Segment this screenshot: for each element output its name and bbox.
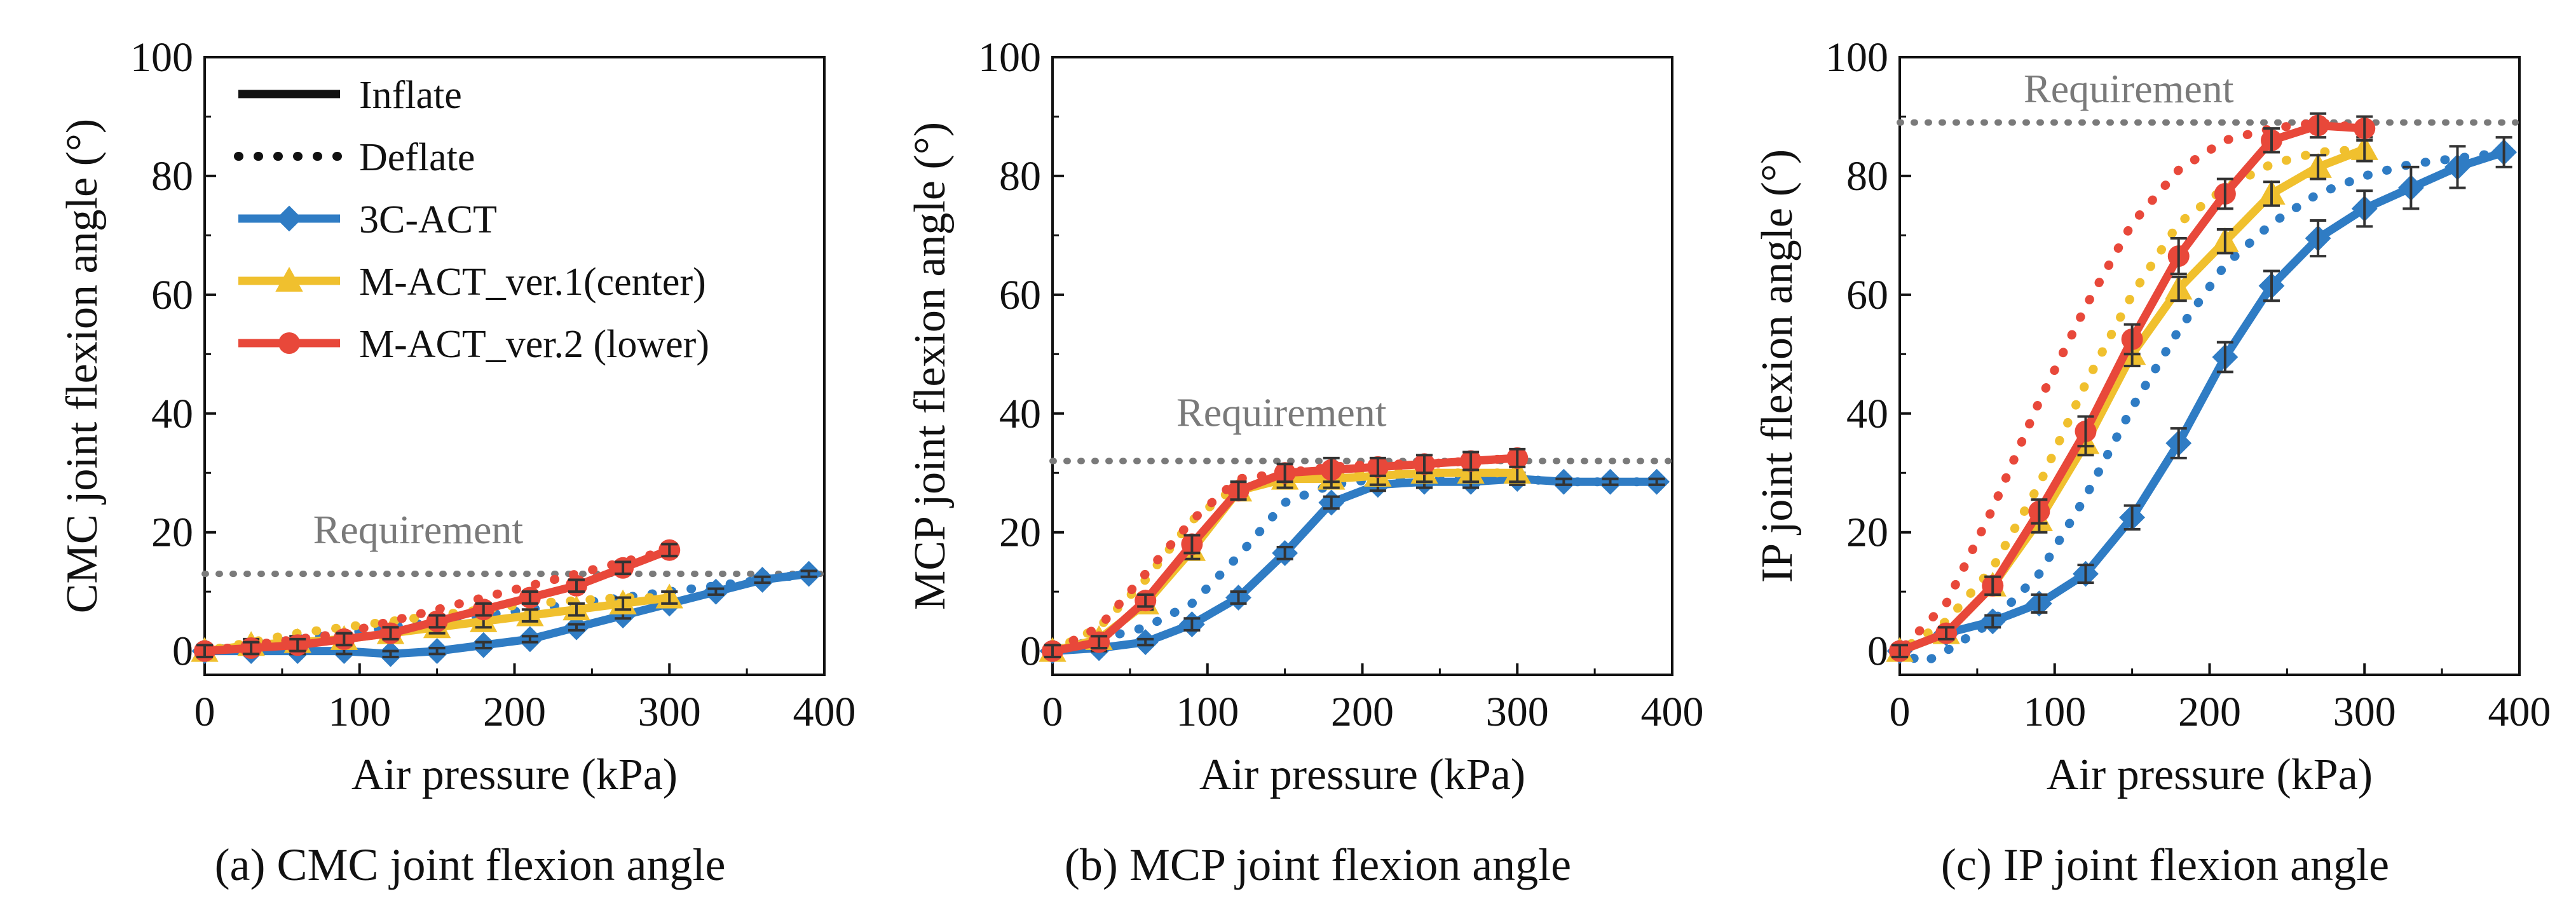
y-tick-label: 60: [1846, 272, 1888, 318]
x-axis-label-c: Air pressure (kPa): [2047, 750, 2373, 799]
deflate-line: [1048, 474, 1661, 656]
x-axis-label-b: Air pressure (kPa): [1199, 750, 1525, 799]
x-tick-label: 300: [638, 689, 701, 735]
x-tick-label: 200: [1331, 689, 1394, 735]
y-tick-label: 100: [1825, 34, 1888, 81]
panel-b-mcp: 0 100 200 300 400 0 20 40 60 80 100 Air pressure (…: [906, 34, 1704, 890]
series-s3c: [1039, 466, 1670, 665]
legend-item-deflate: Deflate: [234, 136, 475, 179]
circle-marker: [278, 332, 300, 354]
legend-label: Inflate: [359, 74, 462, 117]
plot-area-a: 0 100 200 300 400 0 20 40 60 80 100: [130, 34, 856, 735]
x-tick-label: 400: [1641, 689, 1704, 735]
y-tick-label: 80: [1846, 153, 1888, 200]
y-tick-label: 20: [999, 510, 1041, 556]
x-axis-label-a: Air pressure (kPa): [351, 750, 678, 799]
y-axis-label-a: CMC joint flexion angle (°): [58, 119, 107, 613]
legend-item-m-act-ver2: M-ACT_ver.2 (lower): [238, 323, 709, 366]
plot-area-b: 0 100 200 300 400 0 20 40 60 80 100: [978, 34, 1704, 735]
y-tick-label: 0: [1867, 628, 1888, 675]
legend-label: M-ACT_ver.2 (lower): [359, 323, 709, 366]
requirement-label-b: Requirement: [1176, 390, 1387, 435]
x-tick-label: 100: [2023, 689, 2086, 735]
diamond-marker: [276, 205, 303, 232]
legend-item-m-act-ver1: M-ACT_ver.1(center): [238, 261, 706, 304]
caption-a: (a) CMC joint flexion angle: [215, 839, 726, 890]
y-tick-label: 100: [130, 34, 193, 81]
deflate-line: [1895, 144, 2369, 656]
plot-area-c: 0 100 200 300 400 0 20 40 60 80 100: [1825, 34, 2551, 735]
deflate-line: [200, 545, 674, 656]
y-tick-label: 100: [978, 34, 1041, 81]
x-tick-label: 400: [2488, 689, 2551, 735]
y-tick-label: 40: [999, 391, 1041, 437]
caption-b: (b) MCP joint flexion angle: [1065, 839, 1571, 890]
legend: Inflate Deflate 3C-ACT M-ACT_ver.1(cente…: [234, 74, 709, 366]
y-axis-label-b: MCP joint flexion angle (°): [906, 122, 955, 610]
y-tick-label: 60: [999, 272, 1041, 318]
series-v2: [1042, 447, 1529, 662]
x-tick-label: 200: [483, 689, 546, 735]
requirement-label-c: Requirement: [2024, 66, 2234, 111]
y-tick-label: 60: [151, 272, 193, 318]
y-tick-label: 20: [1846, 510, 1888, 556]
x-tick-label: 400: [793, 689, 856, 735]
requirement-label-a: Requirement: [313, 507, 524, 552]
x-tick-label: 0: [1042, 689, 1063, 735]
triangle-marker: [275, 266, 303, 292]
panel-a-cmc: 0 100 200 300 400 0 20 40 60 80 100 Air pressure (…: [58, 34, 856, 890]
y-tick-label: 80: [151, 153, 193, 200]
series-s3c: [191, 560, 822, 667]
legend-label: 3C-ACT: [359, 198, 497, 241]
y-tick-label: 0: [1020, 628, 1041, 675]
panel-c-ip: 0 100 200 300 400 0 20 40 60 80 100 Air pressure (…: [1753, 34, 2551, 890]
x-tick-label: 300: [1486, 689, 1549, 735]
legend-item-inflate: Inflate: [238, 74, 462, 117]
x-tick-label: 100: [328, 689, 391, 735]
deflate-line: [1895, 118, 2369, 656]
y-tick-label: 40: [151, 391, 193, 437]
y-axis-label-c: IP joint flexion angle (°): [1753, 149, 1802, 583]
legend-label: Deflate: [359, 136, 475, 179]
y-tick-label: 20: [151, 510, 193, 556]
legend-label: M-ACT_ver.1(center): [359, 261, 706, 304]
y-tick-label: 0: [172, 628, 193, 675]
x-tick-label: 0: [194, 689, 215, 735]
x-tick-label: 100: [1176, 689, 1239, 735]
series-v1: [1886, 135, 2378, 662]
series-v2: [1889, 112, 2376, 662]
x-tick-label: 300: [2333, 689, 2396, 735]
series-s3c: [1886, 136, 2518, 668]
series-v2: [194, 539, 681, 662]
x-tick-label: 0: [1890, 689, 1911, 735]
y-tick-label: 40: [1846, 391, 1888, 437]
inflate-line: [1048, 475, 1661, 656]
legend-item-3c-act: 3C-ACT: [238, 198, 497, 241]
deflate-line: [1895, 147, 2509, 668]
caption-c: (c) IP joint flexion angle: [1941, 839, 2389, 890]
y-tick-label: 80: [999, 153, 1041, 200]
x-tick-label: 200: [2178, 689, 2241, 735]
